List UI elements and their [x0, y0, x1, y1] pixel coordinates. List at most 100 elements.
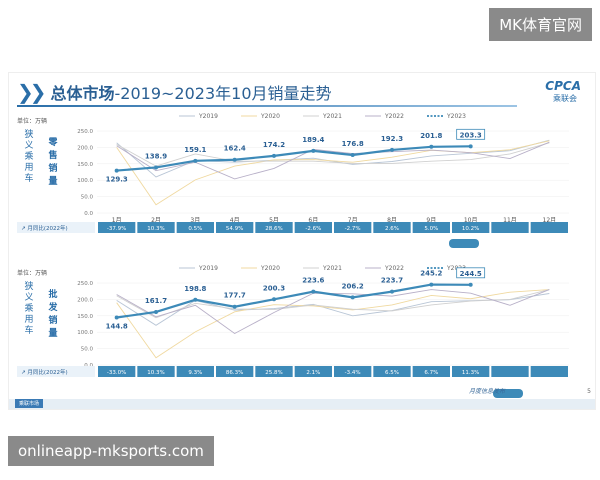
y-tick-label: 200.0: [77, 145, 93, 151]
legend-label: Y2019: [198, 265, 218, 272]
y-tick-label: 200.0: [77, 297, 93, 303]
yoy-value: 28.6%: [265, 226, 282, 232]
data-point: [350, 295, 355, 300]
data-point: [232, 304, 237, 309]
data-point: [154, 309, 158, 314]
yoy-cell: [452, 366, 490, 377]
data-point: [350, 153, 355, 158]
yoy-cell: [294, 222, 332, 233]
data-point: [193, 158, 198, 163]
yoy-cell: [137, 366, 175, 377]
x-tick-label: 11月: [503, 217, 517, 224]
y-tick-label: 250.0: [77, 129, 93, 135]
data-point: [272, 153, 276, 158]
data-point: [193, 297, 198, 302]
page-number: 5: [587, 388, 591, 395]
x-tick-label: 6月: [308, 217, 318, 224]
yoy-value: 0.5%: [188, 226, 202, 232]
last-value-box: [456, 128, 486, 140]
side-label-char: 狭: [24, 128, 33, 140]
watermark-top: MK体育官网: [489, 8, 592, 41]
x-tick-label: 1月: [112, 217, 122, 224]
yoy-value: -2.6%: [305, 226, 321, 232]
yoy-cell: [176, 366, 214, 377]
yoy-value: 25.8%: [265, 370, 282, 376]
unit-label: 单位：万辆: [17, 269, 47, 277]
y-tick-label: 100.0: [77, 178, 93, 184]
data-point: [468, 144, 473, 149]
data-label: 129.3: [106, 176, 128, 184]
cpca-logo: CPCA: [545, 79, 581, 93]
mid-label-char: 销: [48, 314, 57, 326]
x-tick-label: 12月: [543, 217, 557, 224]
yoy-label-bg: [17, 366, 95, 377]
mid-label-char: 发: [47, 301, 58, 313]
footer-note: 月度信息发布: [468, 388, 505, 395]
yoy-cell: [255, 366, 293, 377]
legend-label: Y2022: [384, 265, 404, 272]
yoy-value: -33.0%: [107, 370, 126, 376]
side-label-char: 乘: [24, 150, 33, 162]
title-bar: ❯❯ 总体市场-2019~2023年10月销量走势: [17, 79, 332, 105]
yoy-cell: [334, 222, 372, 233]
y-tick-label: 150.0: [77, 162, 93, 168]
y-tick-label: 100.0: [77, 330, 93, 336]
side-label-char: 义: [24, 140, 33, 151]
legend-label: Y2020: [260, 113, 280, 120]
yoy-value: 54.9%: [226, 226, 243, 232]
data-point: [232, 157, 237, 162]
series-line-y2022: [116, 141, 550, 180]
data-label: 174.2: [263, 141, 285, 149]
yoy-cell: [98, 222, 136, 233]
data-label: 189.4: [302, 136, 324, 144]
yoy-cell: [373, 366, 411, 377]
data-point: [468, 282, 473, 287]
unit-label: 单位：万辆: [17, 117, 47, 125]
legend-label: Y2023: [446, 265, 466, 272]
yoy-cell: [137, 222, 175, 233]
mid-label-char: 量: [48, 327, 57, 339]
yoy-value: 2.1%: [306, 370, 320, 376]
data-point: [272, 297, 276, 302]
yoy-cell: [412, 222, 450, 233]
yoy-value: 6.5%: [385, 370, 399, 376]
title-prefix: 总体市场: [50, 84, 115, 103]
data-label: 162.4: [224, 145, 246, 153]
cpca-logo-sub: 乘联会: [553, 94, 577, 103]
data-label: 206.2: [342, 282, 364, 290]
x-tick-label: 4月: [230, 217, 240, 224]
yoy-cell: [294, 366, 332, 377]
data-label: 201.8: [420, 132, 442, 140]
mid-label-char: 量: [48, 175, 57, 187]
data-point: [390, 147, 394, 152]
legend-label: Y2020: [260, 265, 280, 272]
side-label-char: 狭: [24, 280, 33, 292]
y-tick-label: 150.0: [77, 314, 93, 320]
data-point: [429, 282, 434, 287]
yoy-cell: [255, 222, 293, 233]
data-label: 177.7: [224, 292, 246, 300]
yoy-label-bg: [17, 222, 95, 233]
data-point: [390, 289, 394, 294]
footer-bar: [9, 399, 595, 409]
side-label-char: 车: [24, 172, 33, 184]
x-tick-label: 10月: [464, 217, 478, 224]
y-tick-label: 50.0: [81, 195, 94, 201]
yoy-value: 10.2%: [462, 226, 479, 232]
series-line-y2023: [116, 145, 471, 172]
data-label: 198.8: [184, 285, 206, 293]
y-tick-label: 50.0: [81, 347, 94, 353]
double-chevron-icon: ❯❯: [17, 80, 46, 104]
mid-label-char: 零: [47, 137, 58, 148]
yoy-value: 86.3%: [226, 370, 243, 376]
data-label: 159.1: [184, 146, 206, 154]
side-label-char: 用: [24, 162, 33, 173]
yoy-cell: [530, 366, 568, 377]
mid-label-char: 售: [47, 149, 57, 161]
yoy-value: 2.6%: [385, 226, 399, 232]
data-label: 244.5: [460, 270, 482, 278]
data-point: [311, 148, 316, 153]
watermark-bottom: onlineapp-mksports.com: [8, 436, 214, 466]
yoy-cell: [373, 222, 411, 233]
x-tick-label: 9月: [426, 217, 436, 224]
